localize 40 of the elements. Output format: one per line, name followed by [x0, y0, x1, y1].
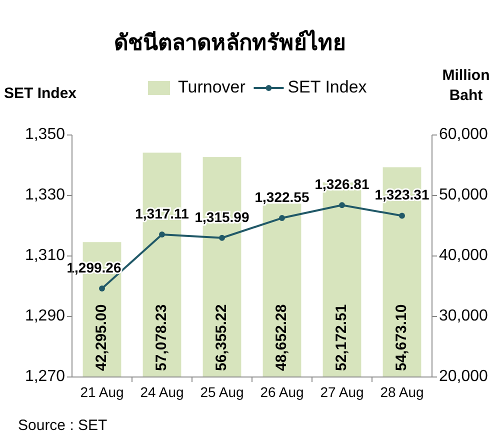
chart-title: ดัชนีตลาดหลักทรัพย์ไทย — [114, 29, 346, 55]
y-axis-title: SET Index — [4, 85, 78, 102]
y2-tick-label: 40,000 — [439, 247, 488, 264]
data-label: 48,652.28 — [272, 304, 290, 371]
x-tick-label: 27 Aug — [320, 384, 364, 400]
x-tick-label: 28 Aug — [380, 384, 424, 400]
y-tick-label: 1,290 — [24, 308, 66, 325]
y2-tick-label: 20,000 — [439, 368, 488, 386]
data-label: 52,172.51 — [332, 304, 350, 371]
point — [159, 231, 165, 238]
x-tick-label: 21 Aug — [80, 384, 124, 400]
data-label: 54,673.10 — [392, 304, 410, 371]
y-tick-label: 1,350 — [24, 126, 66, 144]
y2-axis-title: Million Baht — [442, 67, 490, 104]
data-label: 1,315.99 — [194, 208, 250, 225]
data-label: 1,323.31 — [374, 186, 430, 203]
data-label: 56,355.22 — [212, 304, 230, 371]
x-tick-label: 25 Aug — [200, 384, 244, 400]
y-tick-label: 1,330 — [24, 186, 66, 204]
source-note: Source : SET — [18, 417, 108, 434]
y2-tick-label: 50,000 — [439, 186, 488, 204]
point — [339, 202, 345, 208]
point — [219, 234, 225, 241]
point — [279, 215, 285, 222]
data-label: 1,299.26 — [66, 259, 122, 276]
point — [399, 212, 405, 219]
data-label: 57,078.23 — [152, 304, 170, 371]
y2-tick-label: 30,000 — [439, 308, 488, 325]
data-label: 1,322.55 — [254, 189, 310, 206]
x-tick-label: 24 Aug — [140, 384, 184, 400]
x-tick-label: 26 Aug — [260, 384, 304, 400]
data-label: 42,295.00 — [92, 304, 110, 371]
point — [99, 285, 105, 292]
legend-label: SET Index — [288, 77, 368, 96]
y2-tick-label: 60,000 — [439, 126, 488, 144]
y-tick-label: 1,270 — [24, 368, 66, 386]
legend-label: Turnover — [178, 77, 246, 96]
data-label: 1,317.11 — [135, 205, 190, 222]
y-tick-label: 1,310 — [24, 247, 66, 264]
data-label: 1,326.81 — [314, 176, 370, 192]
